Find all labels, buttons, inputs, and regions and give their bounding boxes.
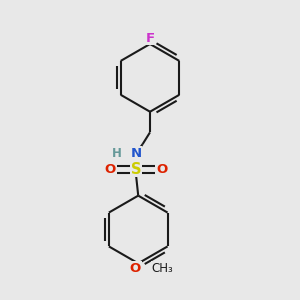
Text: O: O: [130, 262, 141, 275]
Text: N: N: [130, 147, 141, 160]
Text: O: O: [156, 163, 167, 176]
Text: S: S: [130, 162, 141, 177]
Text: CH₃: CH₃: [152, 262, 173, 275]
Text: O: O: [105, 163, 116, 176]
Text: F: F: [146, 32, 154, 45]
Text: H: H: [112, 147, 122, 160]
